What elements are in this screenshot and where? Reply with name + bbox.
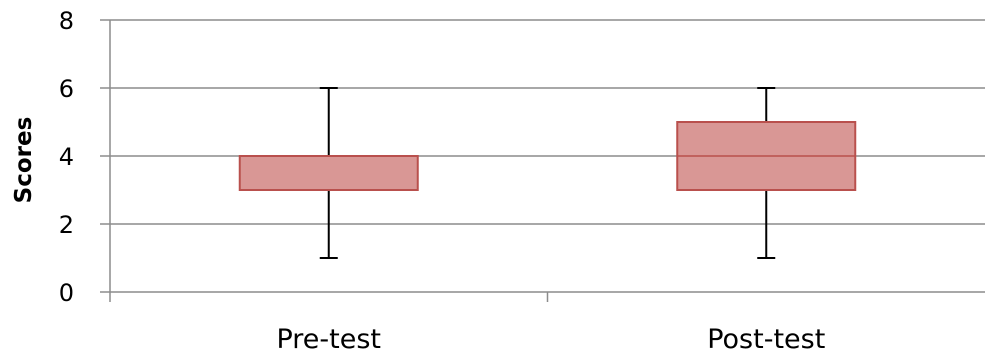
boxes xyxy=(238,87,857,259)
x-category-label-pre-test: Pre-test xyxy=(276,324,381,355)
box-pre-test xyxy=(238,155,419,191)
y-tick-label-6: 6 xyxy=(59,75,74,103)
axes xyxy=(100,19,985,302)
y-tick-label-8: 8 xyxy=(59,7,74,35)
y-tick-label-4: 4 xyxy=(59,143,74,171)
y-tick-label-2: 2 xyxy=(59,211,74,239)
y-axis-title: Scores xyxy=(11,117,37,204)
labels: 0 2 4 6 8 Pre-test Post-test xyxy=(59,7,826,355)
y-tick-label-0: 0 xyxy=(59,279,74,307)
x-category-label-post-test: Post-test xyxy=(707,324,825,355)
